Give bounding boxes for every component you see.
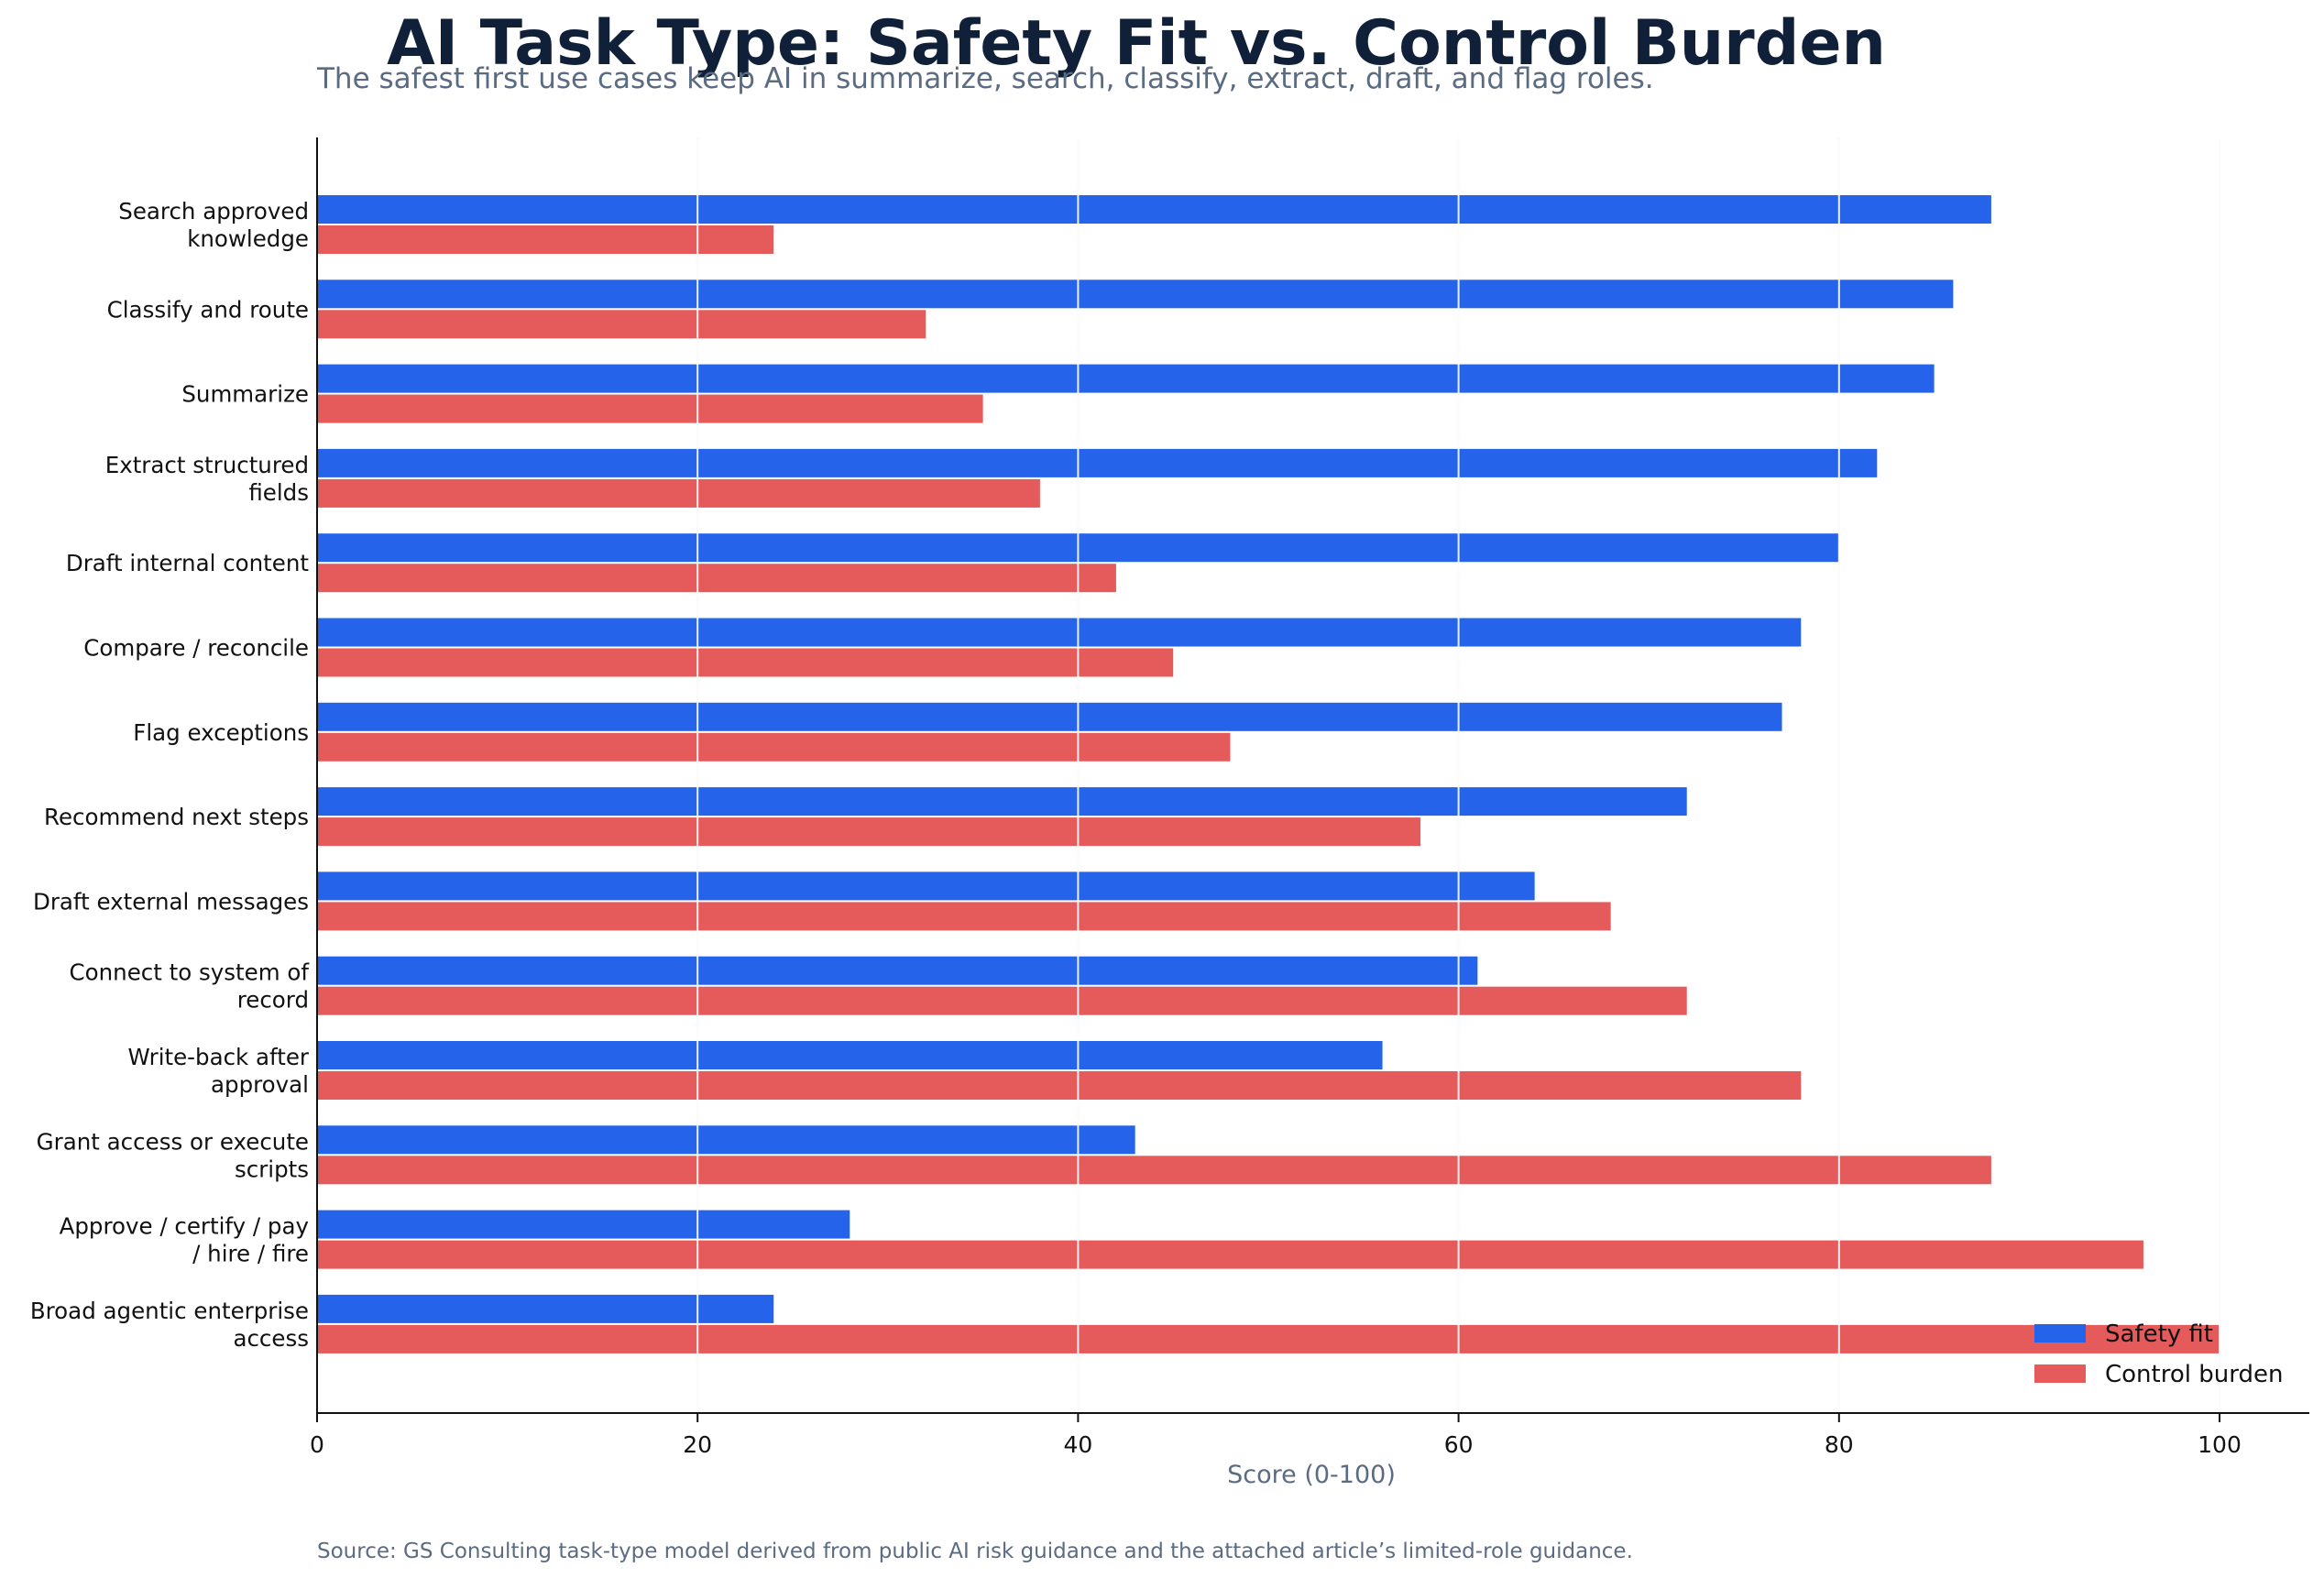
category-label: approval [211,1071,309,1098]
category-label: Flag exceptions [133,719,309,746]
safety-fit-bar [317,1125,1135,1155]
category-label: Search approved [118,198,309,225]
control-burden-bar [317,225,774,254]
control-burden-bar [317,394,983,423]
category-label: Write-back after [128,1044,310,1070]
category-label: Draft internal content [66,550,310,576]
safety-fit-bar [317,195,1991,224]
safety-fit-bar [317,279,1954,309]
category-label: / hire / fire [192,1241,309,1267]
safety-fit-bar [317,702,1782,731]
category-label: Grant access or execute [37,1128,309,1155]
x-tick-label: 0 [310,1431,324,1458]
x-axis: 0 20 40 60 80 100 [310,137,2309,1458]
category-label: Classify and route [107,296,309,323]
category-label: knowledge [187,225,309,252]
legend-label: Control burden [2105,1361,2283,1388]
category-label: access [233,1325,309,1352]
safety-fit-bar [317,1210,850,1239]
bars [317,137,2220,1413]
category-label: Connect to system of [70,959,311,986]
source-note: Source: GS Consulting task-type model de… [317,1540,1633,1563]
category-label: Approve / certify / pay [60,1213,309,1240]
safety-fit-bar [317,956,1478,985]
control-burden-bar [317,564,1116,593]
control-burden-bar [317,817,1421,847]
x-tick-label: 100 [2198,1431,2242,1458]
x-tick-label: 40 [1063,1431,1092,1458]
legend-swatch [2034,1324,2086,1342]
category-label: Compare / reconcile [83,635,309,662]
control-burden-bar [317,1071,1802,1100]
safety-fit-bar [317,448,1878,477]
x-axis-label: Score (0-100) [1227,1461,1396,1489]
legend-swatch [2034,1364,2086,1383]
x-tick-label: 80 [1825,1431,1854,1458]
control-burden-bar [317,478,1040,508]
category-label: Draft external messages [33,888,309,915]
control-burden-bar [317,1240,2143,1269]
category-label: Broad agentic enterprise [30,1298,309,1324]
control-burden-bar [317,1324,2220,1353]
x-tick-label: 60 [1444,1431,1474,1458]
chart-title: AI Task Type: Safety Fit vs. Control Bur… [387,7,1886,80]
legend-label: Safety fit [2105,1320,2213,1348]
control-burden-bar [317,902,1611,931]
safety-fit-bar [317,1294,774,1323]
control-burden-bar [317,648,1174,677]
control-burden-bar [317,310,926,339]
category-label: Summarize [181,381,309,408]
category-label: Recommend next steps [44,804,309,830]
control-burden-bar [317,1156,1991,1185]
safety-fit-bar [317,364,1935,393]
x-tick-label: 20 [683,1431,712,1458]
chart-subtitle: The safest first use cases keep AI in su… [316,62,1654,95]
safety-fit-bar [317,787,1687,816]
control-burden-bar [317,732,1231,762]
safety-fit-bar [317,871,1535,901]
legend: Safety fit Control burden [2034,1320,2283,1388]
category-label: Extract structured [105,452,309,478]
control-burden-bar [317,986,1687,1015]
category-label: fields [248,479,309,506]
category-label: scripts [235,1156,309,1182]
safety-fit-bar [317,1041,1383,1069]
safety-fit-bar [317,618,1802,647]
category-label: record [237,987,309,1014]
